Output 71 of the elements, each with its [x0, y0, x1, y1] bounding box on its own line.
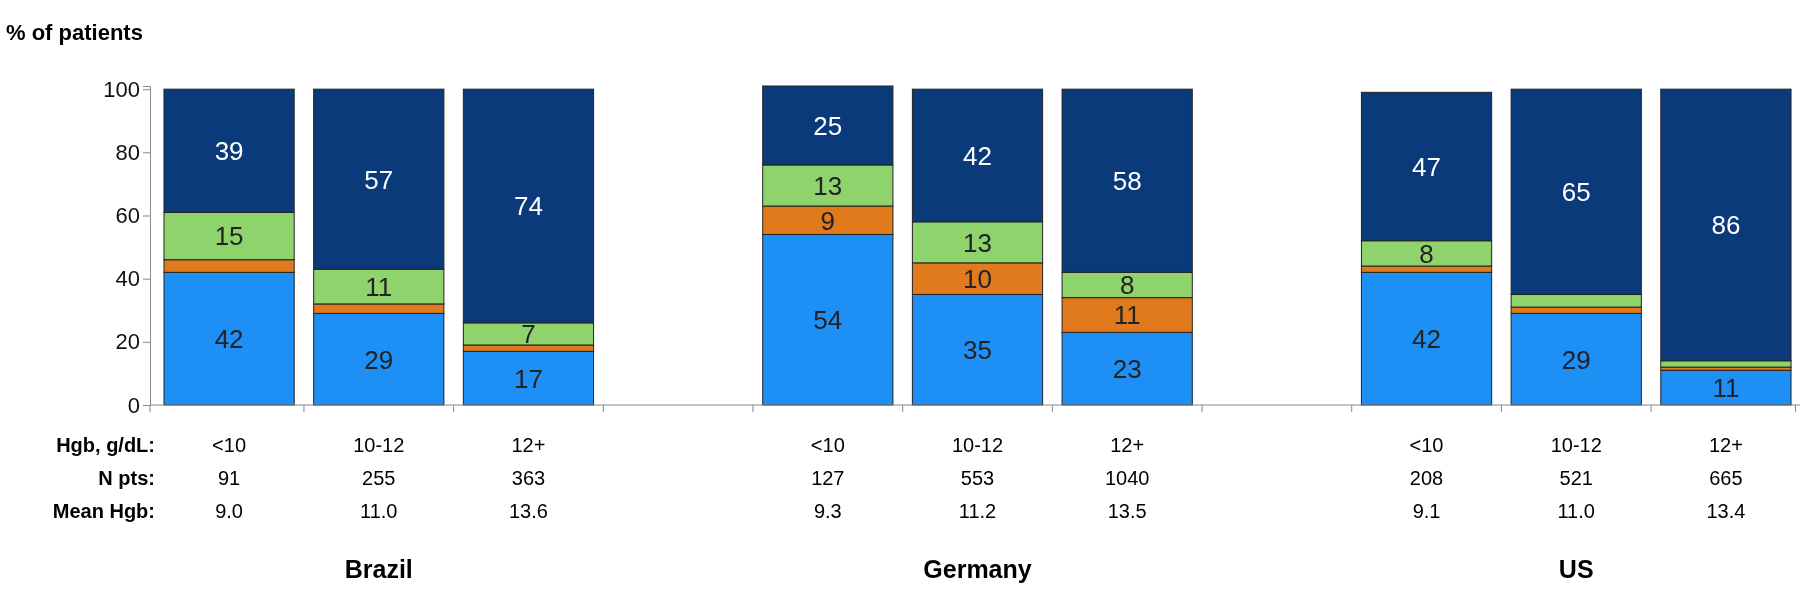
text: 255: [362, 467, 396, 489]
text: 13.6: [508, 500, 548, 522]
text: 208: [1409, 467, 1444, 489]
data-label: 11: [1113, 300, 1141, 331]
text: 9.0: [215, 500, 243, 522]
text: US: [1558, 555, 1594, 583]
data-label: 39: [214, 136, 244, 167]
text: Germany: [923, 555, 1032, 583]
data-label: 35: [963, 335, 992, 366]
data-label: 7: [521, 319, 536, 350]
y-axis-title: % of patients: [6, 20, 143, 45]
data-label: 74: [513, 191, 543, 222]
y-tick-label: 0: [127, 392, 140, 418]
data-label: 13: [813, 170, 843, 201]
data-label: 8: [1419, 238, 1434, 269]
data-label: 29: [364, 344, 394, 375]
y-tick-label: 60: [115, 203, 140, 229]
text: Brazil: [344, 555, 413, 583]
data-label: 17: [513, 363, 543, 394]
data-label: 9: [820, 205, 836, 236]
text: 1040: [1104, 467, 1150, 489]
data-label: 58: [1112, 166, 1142, 197]
text: 91: [217, 467, 241, 489]
y-tick-label: 80: [115, 139, 140, 165]
text: 127: [811, 467, 845, 489]
text: 11.0: [360, 500, 398, 522]
bar: [462, 350, 595, 406]
text: 553: [960, 467, 995, 489]
text: 13.4: [1706, 500, 1746, 522]
data-label: 54: [813, 305, 843, 336]
data-label: 11: [1712, 372, 1740, 403]
bar: [1360, 271, 1493, 406]
x-tick-label: 10-12: [951, 434, 1004, 456]
text: 9.1: [1412, 500, 1441, 522]
text: 11.0: [1557, 500, 1595, 522]
data-label: 57: [364, 164, 394, 195]
x-tick-label: 10-12: [1550, 434, 1602, 456]
text: N pts:: [98, 467, 155, 489]
data-label: 65: [1561, 177, 1591, 208]
data-label: 10: [963, 264, 992, 295]
text: Hgb, g/dL:: [56, 434, 155, 456]
data-label: 42: [1412, 324, 1442, 355]
text: 13.5: [1107, 500, 1147, 522]
data-label: 11: [365, 271, 393, 302]
data-label: 8: [1119, 270, 1135, 301]
data-label: 23: [1112, 354, 1142, 385]
data-label: 25: [813, 110, 843, 141]
data-label: 86: [1711, 210, 1741, 241]
x-tick-label: <10: [212, 434, 247, 456]
x-tick-label: 12+: [511, 434, 546, 456]
y-tick-label: 20: [115, 329, 140, 355]
x-tick-label: 12+: [1110, 434, 1145, 456]
data-label: 47: [1412, 151, 1442, 182]
y-tick-label: 40: [115, 266, 140, 292]
x-tick-label: <10: [1409, 434, 1444, 456]
text: Mean Hgb:: [52, 500, 155, 522]
text: 363: [511, 467, 546, 489]
data-label: 13: [963, 227, 992, 258]
data-label: 42: [963, 140, 992, 171]
data-label: 29: [1561, 344, 1591, 375]
bar: [1510, 312, 1642, 406]
x-tick-label: 12+: [1708, 434, 1743, 456]
data-label: 42: [214, 324, 244, 355]
x-tick-label: <10: [810, 434, 845, 456]
text: 9.3: [813, 500, 842, 522]
data-label: 15: [214, 221, 244, 252]
x-tick-label: 10-12: [353, 434, 405, 456]
y-tick-label: 100: [103, 76, 140, 102]
text: 665: [1709, 467, 1743, 489]
text: 521: [1559, 467, 1593, 489]
text: 11.2: [958, 500, 997, 522]
